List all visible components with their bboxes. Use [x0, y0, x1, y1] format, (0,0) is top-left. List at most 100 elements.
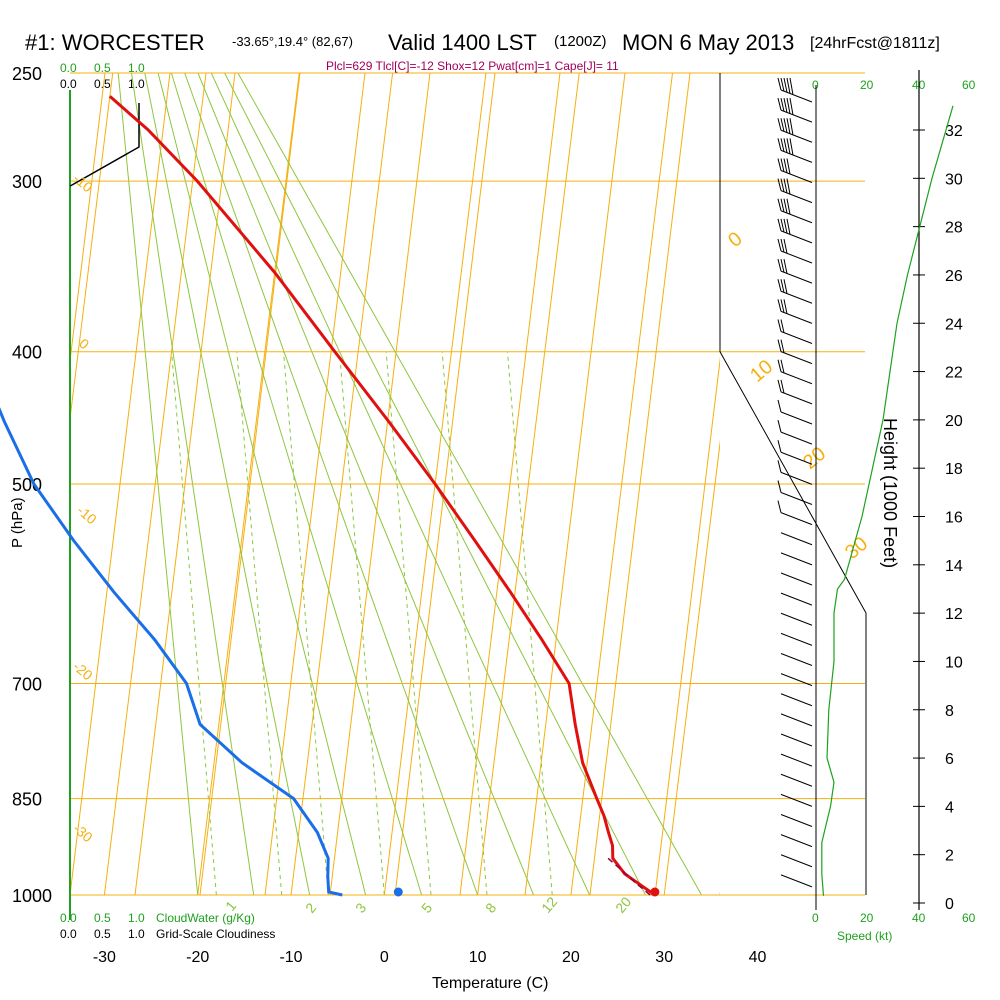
wind-barb-flag — [780, 138, 785, 152]
moist-adiabat-4 — [170, 73, 423, 895]
height-tick-28: 28 — [945, 220, 963, 237]
isotherm--40 — [70, 73, 114, 423]
height-tick-14: 14 — [945, 558, 963, 575]
wind-barb — [780, 210, 813, 224]
wind-barb-flag — [780, 158, 785, 172]
moist-adiabat-10 — [184, 73, 479, 895]
profile-lines — [0, 95, 660, 897]
wind-barb — [780, 592, 813, 606]
temperature-line — [108, 95, 656, 897]
wind-barb-flag — [786, 118, 791, 134]
wind-barb — [780, 89, 813, 103]
wind-barb-flag — [777, 399, 782, 413]
dry-adiabat-14 — [980, 73, 1000, 895]
temp-tick-40: 40 — [749, 949, 767, 966]
wind-barb-flag — [777, 98, 782, 111]
height-tick-16: 16 — [945, 510, 963, 527]
wind-barb — [780, 290, 813, 304]
height-tick-24: 24 — [945, 316, 963, 333]
wind-barb — [780, 331, 813, 344]
dry-adiabat-label-1: 10 — [746, 356, 777, 387]
wind-barb — [780, 733, 813, 747]
wind-barb-flag — [780, 118, 785, 132]
wind-barb-flag — [780, 379, 785, 394]
temp-tick-0: 0 — [380, 949, 389, 966]
temp-tick-10: 10 — [469, 949, 487, 966]
skew-label-2: -10 — [74, 502, 100, 527]
title-coords: -33.65°,19.4° (82,67) — [232, 34, 353, 49]
mixing-ratio-label-20: 20 — [612, 894, 634, 916]
cloud-top-tick-0: 0.0 — [60, 61, 77, 75]
wind-barb — [780, 471, 813, 485]
wind-barb-flag — [777, 319, 782, 332]
wind-barb-flag — [777, 259, 782, 272]
height-tick-8: 8 — [945, 703, 954, 720]
wind-barb-flag — [777, 460, 782, 473]
wind-barb-flag — [789, 77, 794, 95]
wind-barb — [780, 492, 813, 505]
skew-label-4: -30 — [70, 820, 96, 845]
title-zulu: (1200Z) — [554, 33, 607, 50]
pressure-label-1000: 1000 — [12, 886, 52, 906]
moist-adiabat--8 — [144, 73, 311, 895]
height-axis-label: Height (1000 Feet) — [880, 418, 900, 568]
height-tick-20: 20 — [945, 413, 963, 430]
cloudiness-bottom-tick-2: 1.0 — [128, 927, 145, 941]
height-tick-32: 32 — [945, 123, 963, 140]
temp-tick--10: -10 — [279, 949, 302, 966]
cloud-top-tick-2: 1.0 — [128, 61, 145, 75]
mixing-ratio-line-2 — [283, 351, 329, 895]
wind-barb-flag — [789, 118, 794, 136]
wind-speed-line — [821, 105, 954, 896]
wind-barb-flag — [783, 238, 788, 254]
speed-bottom-inner-1: 20 — [860, 911, 874, 925]
speed-bottom-inner-0: 0 — [812, 911, 819, 925]
plot-boundary — [719, 73, 867, 895]
wind-barb-flag — [780, 77, 785, 92]
y-axis-label: P (hPa) — [9, 497, 26, 548]
title-valid: Valid 1400 LST — [388, 30, 537, 55]
title-date: MON 6 May 2013 — [622, 30, 794, 55]
wind-barb-flag — [780, 279, 785, 293]
surface-temp-marker — [650, 887, 660, 897]
dry-adiabat--1 — [70, 73, 106, 365]
wind-barb-flag — [783, 218, 788, 234]
wind-barb-flag — [777, 420, 782, 433]
dry-adiabat-label-2: 20 — [799, 443, 830, 474]
wind-barb-flag — [780, 359, 785, 374]
wind-barb — [780, 512, 813, 526]
mixing-ratio-line-0 — [171, 351, 217, 895]
cloud-bottom-tick-0: 0.0 — [60, 911, 77, 925]
wind-barb-flag — [780, 259, 785, 273]
pressure-label-250: 250 — [12, 64, 42, 84]
moist-adiabat--14 — [131, 73, 255, 895]
wind-barb — [780, 874, 813, 888]
wind-barb — [780, 713, 813, 727]
wind-barb-flag — [783, 178, 788, 194]
dry-adiabat-label-0: 0 — [724, 228, 747, 252]
speed-top-inner-1: 20 — [860, 78, 874, 92]
wind-barb-flag — [777, 359, 782, 372]
cloud-bottom-tick-2: 1.0 — [128, 911, 145, 925]
mixing-ratio-line-1 — [236, 351, 283, 895]
wind-barb — [780, 270, 813, 284]
wind-panel — [777, 77, 954, 910]
wind-barb-flag — [777, 379, 782, 392]
wind-barb — [780, 250, 813, 264]
height-tick-0: 0 — [945, 896, 954, 913]
mixing-ratio-label-12: 12 — [538, 894, 560, 916]
wind-barb-flag — [780, 98, 785, 112]
mixing-ratio-label-3: 3 — [352, 900, 369, 916]
wind-barb — [780, 170, 813, 183]
moist-adiabat-22 — [210, 73, 591, 895]
skew-label-3: -20 — [70, 658, 96, 683]
wind-barb — [780, 552, 813, 566]
wind-barb-flag — [783, 299, 788, 314]
wind-barb — [780, 149, 813, 163]
wind-barb — [780, 129, 813, 143]
wind-barb-flag — [777, 77, 782, 91]
wind-barb-flag — [777, 440, 782, 453]
wind-barb — [780, 834, 813, 848]
speed-bottom-inner-2: 40 — [912, 911, 926, 925]
wind-barb — [780, 371, 813, 385]
